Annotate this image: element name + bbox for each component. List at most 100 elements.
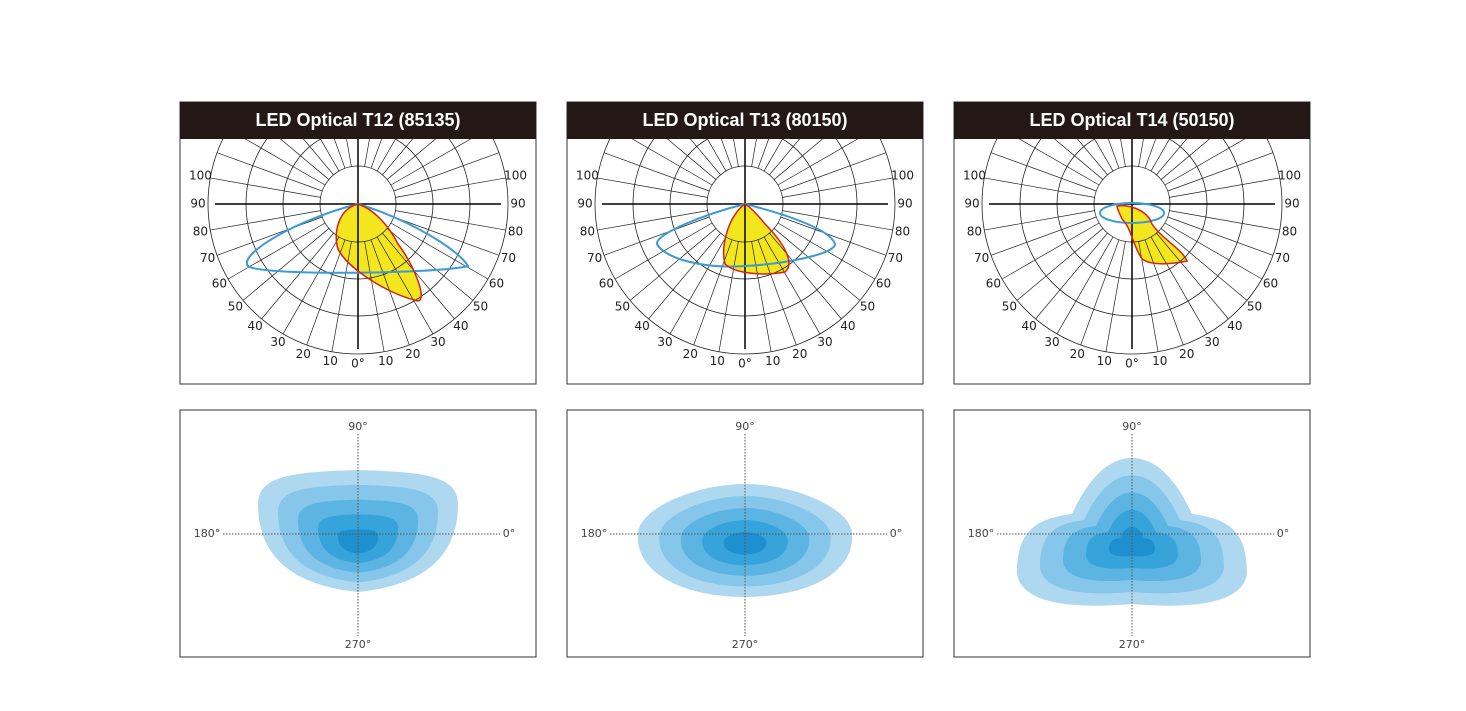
iso-label: 270° — [732, 638, 759, 651]
grid-ray — [718, 241, 739, 352]
iso-label: 180° — [968, 527, 995, 540]
angle-label: 10 — [765, 354, 780, 368]
angle-label: 70 — [974, 251, 989, 265]
grid-ray — [1167, 152, 1274, 192]
angle-label: 30 — [657, 335, 672, 349]
angle-label: 70 — [1275, 251, 1290, 265]
grid-ray — [1156, 139, 1187, 176]
grid-ray — [1138, 139, 1144, 167]
grid-ray — [720, 139, 733, 169]
polar-panel: LED Optical T12 (85135)10090807060504030… — [179, 101, 537, 385]
grid-ray — [1035, 232, 1108, 320]
angle-label: 10 — [323, 354, 338, 368]
grid-ray — [763, 236, 821, 335]
grid-ray — [769, 232, 842, 320]
grid-ray — [227, 222, 326, 280]
grid-ray — [773, 228, 861, 301]
angle-label: 70 — [501, 251, 516, 265]
grid-ray — [370, 239, 410, 346]
angle-label: 10 — [710, 354, 725, 368]
grid-ray — [382, 232, 455, 320]
angle-label: 40 — [1022, 319, 1037, 333]
iso-panel: 90° 270° 180° 0° — [179, 409, 537, 658]
grid-ray — [216, 216, 323, 256]
beam-transverse — [656, 202, 837, 268]
angle-label: 0° — [1125, 357, 1139, 371]
beam-transverse — [1098, 202, 1166, 224]
angle-label: 80 — [508, 224, 523, 238]
grid-ray — [1169, 177, 1280, 198]
grid-ray — [1156, 232, 1229, 320]
panel-border — [566, 409, 924, 658]
grid-ray — [763, 139, 783, 172]
angle-label: 60 — [489, 277, 504, 291]
grid-ray — [1107, 139, 1120, 169]
grid-ray — [1169, 210, 1280, 231]
angle-label: 30 — [270, 335, 285, 349]
grid-ray — [386, 139, 437, 180]
grid-ray — [382, 139, 413, 176]
angle-label: 60 — [212, 277, 227, 291]
angle-label: 80 — [967, 224, 982, 238]
grid-ray — [597, 210, 708, 231]
iso-label: 0° — [1277, 527, 1290, 540]
beam-outline — [723, 203, 790, 275]
grid-ray — [1167, 216, 1274, 256]
grid-ray — [690, 139, 721, 176]
polar-plot — [594, 139, 896, 355]
angle-label: 100 — [891, 169, 914, 183]
angle-label: 20 — [405, 347, 420, 361]
grid-ray — [1120, 139, 1126, 167]
grid-ray — [1053, 139, 1104, 180]
grid-ray — [216, 152, 323, 192]
grid-ray — [1160, 228, 1248, 301]
grid-ray — [666, 139, 717, 180]
angle-label: 50 — [860, 299, 875, 313]
beam-fill — [723, 204, 789, 274]
angle-label: 80 — [580, 224, 595, 238]
angle-label: 70 — [587, 251, 602, 265]
grid-ray — [629, 228, 717, 301]
grid-ray — [331, 241, 352, 352]
grid-ray — [210, 210, 321, 231]
angle-label: 40 — [453, 319, 468, 333]
angle-label: 100 — [1278, 169, 1301, 183]
grid-ray — [669, 236, 727, 335]
angle-label: 30 — [817, 335, 832, 349]
title-bar — [567, 102, 923, 139]
angle-label: 0° — [351, 357, 365, 371]
grid-ray — [279, 139, 330, 180]
angle-label: 100 — [189, 169, 212, 183]
iso-label: 90° — [1122, 420, 1142, 433]
grid-ray — [707, 139, 727, 172]
grid-ray — [1016, 228, 1104, 301]
grid-ray — [376, 139, 396, 172]
panel-border — [953, 409, 1311, 658]
grid-ray — [597, 177, 708, 198]
angle-label: 30 — [1044, 335, 1059, 349]
grid-ray — [757, 139, 770, 169]
iso-label: 180° — [194, 527, 221, 540]
beam-fill — [336, 204, 422, 301]
angle-label: 50 — [228, 299, 243, 313]
angle-label: 10 — [1097, 354, 1112, 368]
angle-label: 100 — [963, 169, 986, 183]
panel-border — [179, 409, 537, 658]
grid-ray — [1138, 241, 1159, 352]
grid-ray — [282, 236, 340, 335]
iso-label: 90° — [735, 420, 755, 433]
grid-ring — [981, 139, 1283, 355]
grid-ray — [1150, 236, 1208, 335]
panel-title: LED Optical T13 (80150) — [642, 110, 847, 130]
grid-ray — [320, 139, 340, 172]
angle-label: 90 — [190, 197, 205, 211]
angle-label: 50 — [1247, 299, 1262, 313]
grid-ray — [984, 210, 1095, 231]
grid-ray — [242, 228, 330, 301]
angle-label: 40 — [840, 319, 855, 333]
angle-label: 80 — [193, 224, 208, 238]
angle-label: 50 — [473, 299, 488, 313]
grid-ray — [393, 152, 500, 192]
grid-ray — [390, 139, 472, 186]
